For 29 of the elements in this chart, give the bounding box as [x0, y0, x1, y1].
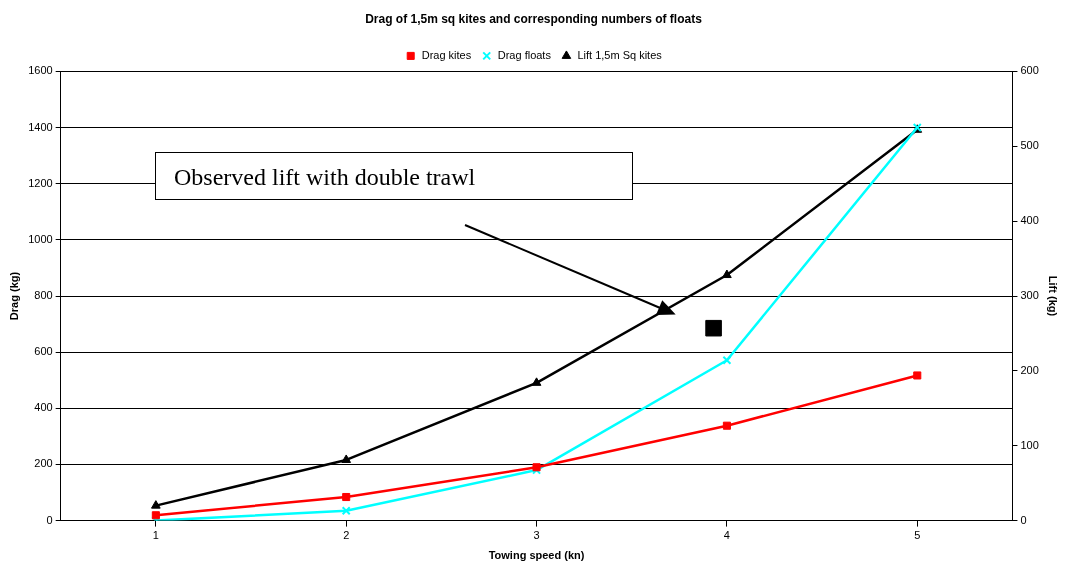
y2-tick-label: 100 — [1020, 438, 1039, 451]
y-tick-label: 0 — [46, 513, 53, 526]
y-tick-label: 1000 — [28, 232, 53, 245]
y2-tick-label: 300 — [1020, 289, 1039, 302]
y2-tick-label: 400 — [1020, 214, 1039, 227]
y-tick-label: 1600 — [28, 64, 53, 77]
y-axis-title: Drag (kg) — [7, 271, 20, 321]
y-tick-label: 800 — [34, 289, 53, 302]
x-tick-label: 2 — [343, 529, 350, 542]
x-tick-label: 1 — [152, 529, 159, 542]
y2-tick-label: 600 — [1020, 64, 1039, 77]
legend-label: Drag floats — [497, 48, 552, 61]
chart-title: Drag of 1,5m sq kites and corresponding numbers of floats — [365, 11, 703, 26]
y2-axis-title: Lift (kg) — [1047, 275, 1060, 317]
x-tick-label: 3 — [533, 529, 540, 542]
x-tick-label: 4 — [723, 529, 730, 542]
y-tick-label: 1400 — [28, 120, 53, 133]
y-tick-label: 1200 — [28, 176, 53, 189]
note-box: Observed lift with double trawl — [155, 152, 633, 200]
x-tick-label: 5 — [914, 529, 921, 542]
y-tick-label: 200 — [34, 457, 53, 470]
y-tick-label: 600 — [34, 345, 53, 358]
y2-tick-label: 500 — [1020, 139, 1039, 152]
legend-label: Lift 1,5m Sq kites — [577, 48, 663, 61]
y2-tick-label: 0 — [1020, 513, 1027, 526]
y2-tick-label: 200 — [1020, 363, 1039, 376]
legend-label: Drag kites — [421, 48, 472, 61]
x-axis-title: Towing speed (kn) — [488, 549, 585, 562]
y-tick-label: 400 — [34, 401, 53, 414]
